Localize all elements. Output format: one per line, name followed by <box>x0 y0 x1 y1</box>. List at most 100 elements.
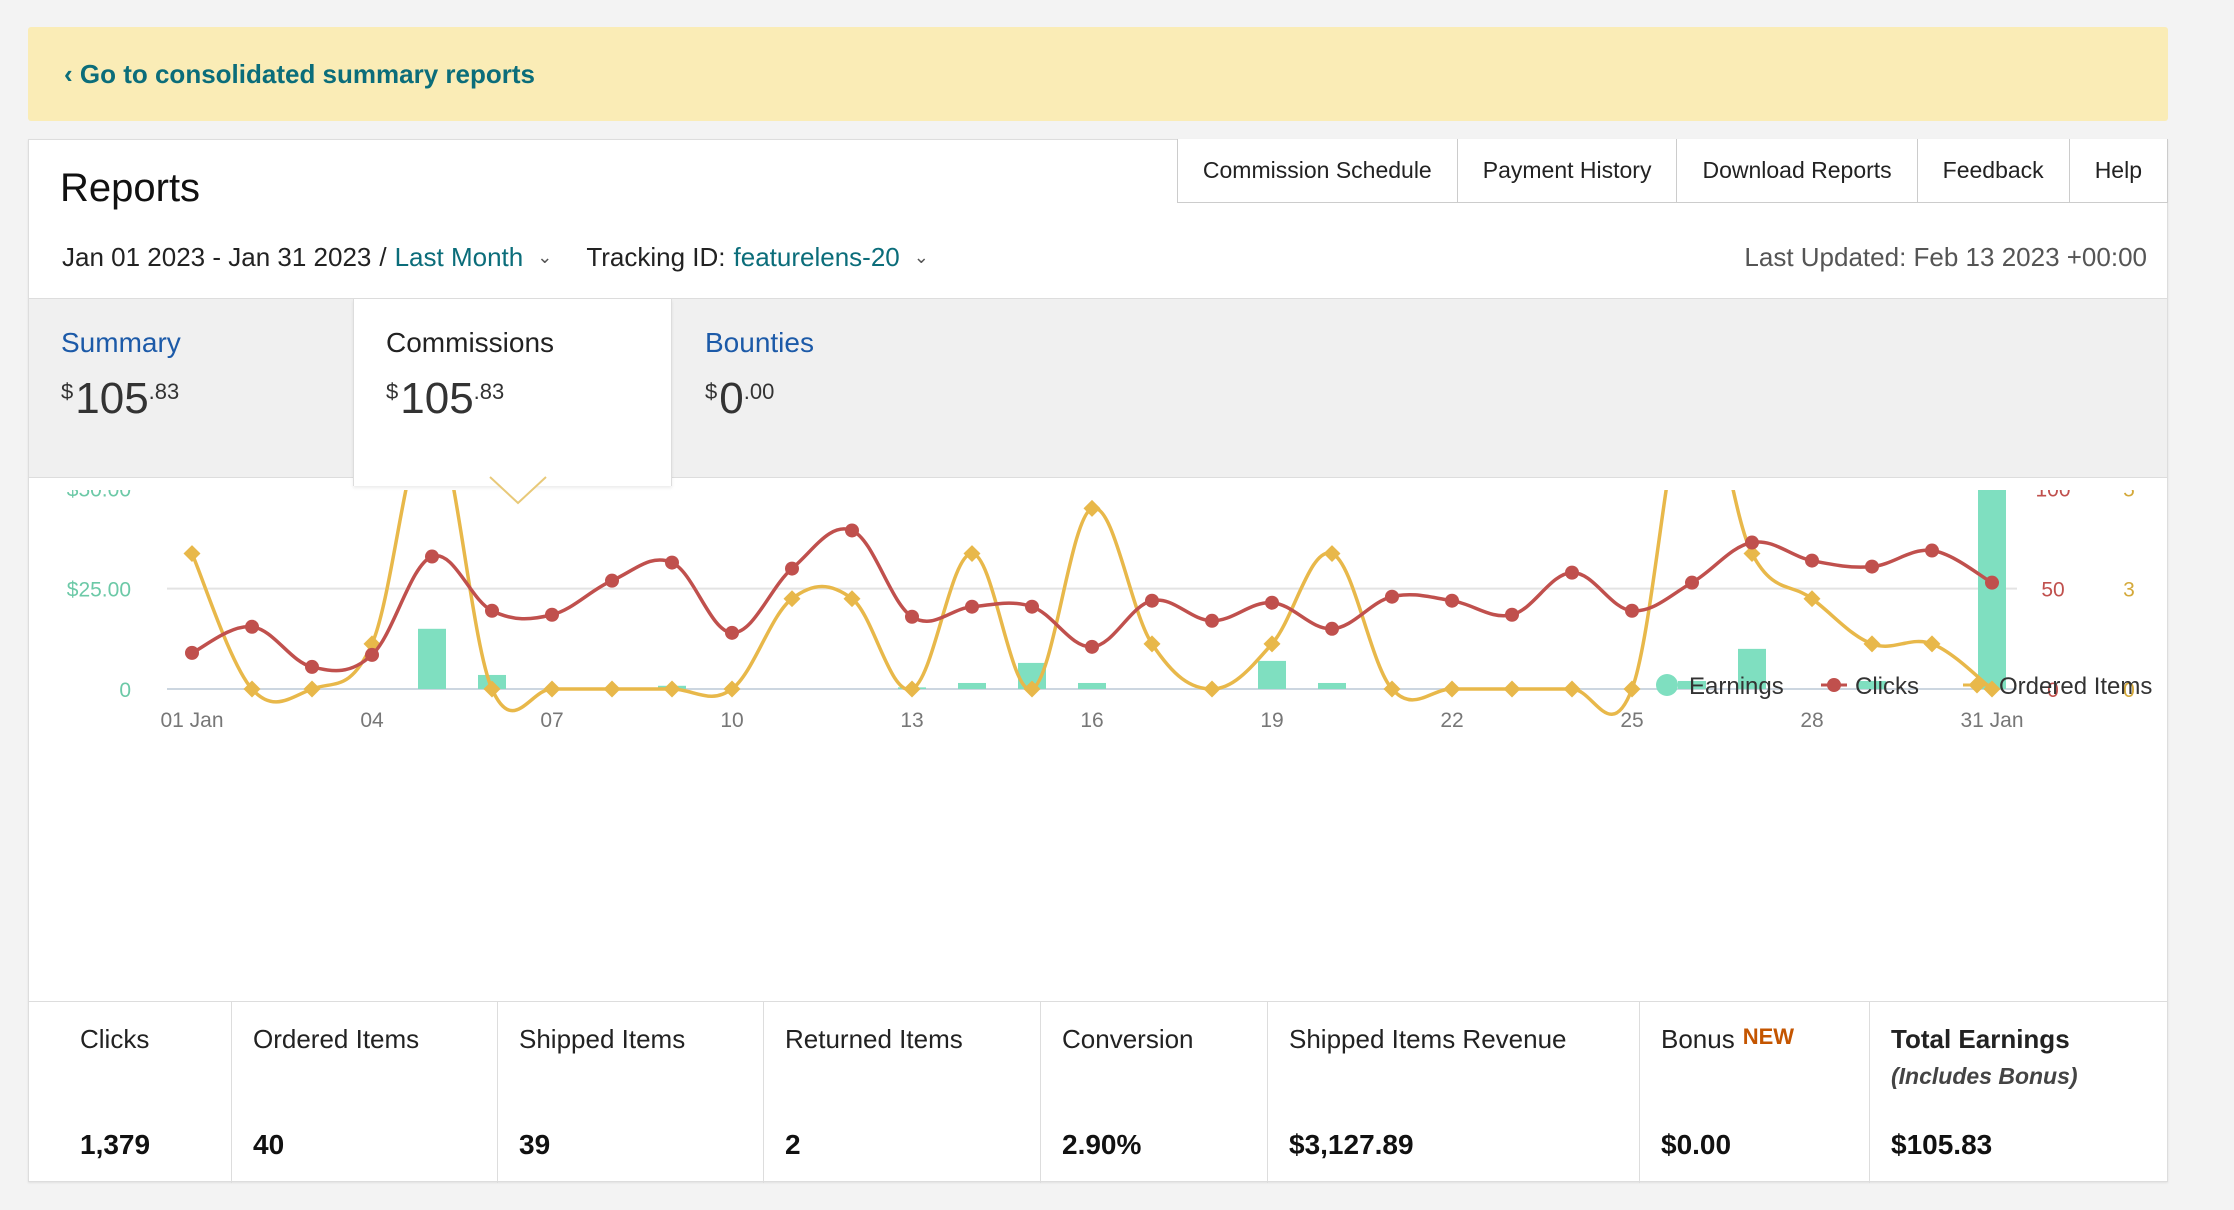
commissions-amount: $ 105 .83 <box>386 377 639 421</box>
x-tick-label: 31 Jan <box>1960 709 2023 732</box>
stat-label: Shipped Items <box>519 1024 686 1054</box>
reports-panel: Reports Commission Schedule Payment Hist… <box>28 139 2168 1183</box>
chevron-down-icon[interactable]: ⌄ <box>913 247 929 267</box>
currency-symbol: $ <box>61 379 74 404</box>
clicks-point <box>1025 599 1039 614</box>
clicks-point <box>1265 595 1279 610</box>
x-tick-label: 13 <box>900 709 923 732</box>
stat-label-text: Bonus <box>1661 1024 1735 1054</box>
clicks-point <box>1745 535 1759 550</box>
currency-symbol: $ <box>386 379 399 404</box>
stat-value: $3,127.89 <box>1289 1129 1414 1160</box>
earnings-bar <box>1858 680 1886 689</box>
ordered-items-point <box>723 680 741 698</box>
earnings-bar <box>1078 682 1106 689</box>
y-clicks-tick-label: 50 <box>2041 579 2064 602</box>
x-tick-label: 04 <box>360 709 384 732</box>
ordered-items-point <box>1203 680 1221 698</box>
stat-value: 2 <box>785 1129 801 1160</box>
ordered-items-point <box>243 680 261 698</box>
clicks-point <box>1685 575 1699 590</box>
legend-earnings-marker <box>1656 674 1678 696</box>
report-tabs: Summary $ 105 .83 Commissions $ 105 .83 … <box>29 298 2167 486</box>
stat-shipped-items: Shipped Items 39 <box>497 1002 763 1183</box>
chevron-down-icon[interactable]: ⌄ <box>537 247 553 267</box>
earnings-bar <box>1678 680 1706 689</box>
clicks-point <box>1145 593 1159 608</box>
ordered-items-point <box>543 680 561 698</box>
y-left-tick-label: $50.00 <box>67 490 131 501</box>
tab-bounties-label: Bounties <box>705 327 814 358</box>
clicks-point <box>425 549 439 564</box>
clicks-point <box>725 625 739 640</box>
clicks-point <box>1805 553 1819 568</box>
y-clicks-tick-label: 0 <box>2047 679 2059 702</box>
y-left-tick-label: 0 <box>119 679 131 702</box>
legend-clicks-label: Clicks <box>1855 673 1919 700</box>
stat-label: Shipped Items Revenue <box>1289 1024 1567 1054</box>
date-separator: / <box>379 242 387 272</box>
clicks-point <box>605 573 619 588</box>
stat-total-earnings: Total Earnings (Includes Bonus) $105.83 <box>1869 1002 2167 1183</box>
download-reports-button[interactable]: Download Reports <box>1676 139 1917 202</box>
ordered-items-point <box>1383 680 1401 698</box>
bounties-amount: $ 0 .00 <box>705 377 961 421</box>
amount-cents: .83 <box>473 379 505 404</box>
clicks-point <box>845 523 859 538</box>
page-title: Reports <box>60 166 201 210</box>
stat-returned-items: Returned Items 2 <box>763 1002 1040 1183</box>
ordered-items-line <box>190 490 1994 716</box>
tab-bounties[interactable]: Bounties $ 0 .00 <box>673 299 993 479</box>
x-tick-label: 25 <box>1620 709 1643 732</box>
commission-schedule-button[interactable]: Commission Schedule <box>1177 139 1457 202</box>
x-tick-label: 10 <box>720 709 743 732</box>
stat-label: Bonus NEW <box>1661 1024 1869 1055</box>
summary-banner: ‹ Go to consolidated summary reports <box>28 27 2168 121</box>
earnings-bar <box>418 628 446 689</box>
ordered-items-point <box>1563 680 1581 698</box>
clicks-point <box>1385 589 1399 604</box>
ordered-items-point <box>1623 680 1641 698</box>
stat-bonus: Bonus NEW $0.00 <box>1639 1002 1869 1183</box>
stat-value: 40 <box>253 1129 285 1160</box>
ordered-items-point <box>903 680 921 698</box>
y-ordered-tick-label: 5 <box>2123 490 2135 501</box>
consolidated-summary-link[interactable]: ‹ Go to consolidated summary reports <box>64 59 535 89</box>
period-dropdown[interactable]: Last Month <box>394 242 524 272</box>
amount-whole: 105 <box>75 374 149 423</box>
clicks-point <box>665 555 679 570</box>
active-tab-pointer-icon <box>489 476 547 505</box>
payment-history-button[interactable]: Payment History <box>1456 139 1677 202</box>
x-tick-label: 19 <box>1260 709 1283 732</box>
help-button[interactable]: Help <box>2068 139 2167 202</box>
clicks-point <box>185 645 199 660</box>
new-badge: NEW <box>1742 1024 1795 1049</box>
date-range: Jan 01 2023 - Jan 31 2023 <box>62 242 372 272</box>
clicks-point <box>1205 613 1219 628</box>
clicks-point <box>1925 543 1939 558</box>
ordered-items-point <box>603 680 621 698</box>
y-ordered-tick-label: 3 <box>2123 579 2135 602</box>
clicks-point <box>365 647 379 662</box>
x-tick-label: 01 Jan <box>160 709 223 732</box>
tab-commissions[interactable]: Commissions $ 105 .83 <box>353 299 672 486</box>
feedback-button[interactable]: Feedback <box>1916 139 2069 202</box>
stat-label: Total Earnings <box>1891 1024 2070 1054</box>
earnings-bar <box>1738 648 1766 689</box>
legend-clicks-marker <box>1827 678 1841 692</box>
stat-label: Clicks <box>80 1024 150 1054</box>
tab-summary-label: Summary <box>61 327 181 358</box>
ordered-items-point <box>663 680 681 698</box>
currency-symbol: $ <box>705 379 718 404</box>
amount-whole: 105 <box>400 374 474 423</box>
tracking-id-dropdown[interactable]: featurelens-20 <box>733 242 900 272</box>
tab-summary[interactable]: Summary $ 105 .83 <box>29 299 354 479</box>
amount-whole: 0 <box>719 374 744 423</box>
ordered-items-point <box>1863 635 1881 653</box>
clicks-point <box>1505 607 1519 622</box>
clicks-point <box>485 603 499 618</box>
summary-amount: $ 105 .83 <box>61 377 322 421</box>
ordered-items-point <box>843 590 861 608</box>
clicks-point <box>785 561 799 576</box>
x-tick-label: 16 <box>1080 709 1103 732</box>
